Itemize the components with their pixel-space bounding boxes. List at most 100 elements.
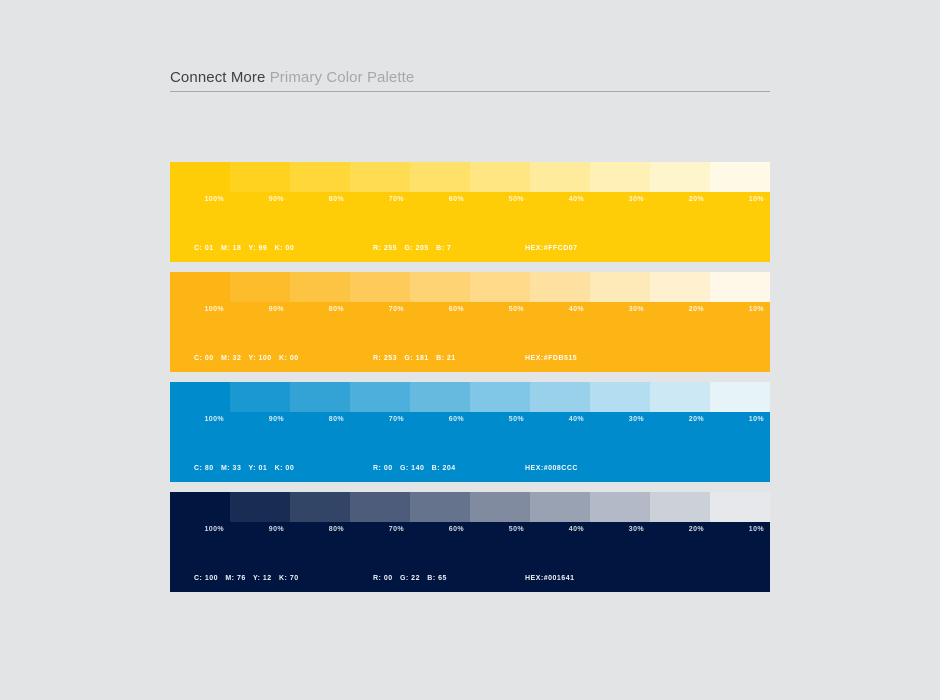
color-values: C: 100 M: 76 Y: 12 K: 70 R: 00 G: 22 B: …: [170, 575, 770, 585]
tint-percent-label: 60%: [448, 526, 464, 533]
tint-strip: [170, 382, 770, 412]
tint-percent-label: 30%: [628, 416, 644, 423]
tint-swatch: [530, 382, 590, 412]
tint-swatch: [230, 492, 290, 522]
tint-percent-label: 20%: [688, 416, 704, 423]
tint-percent-label: 10%: [748, 306, 764, 313]
hex-value: HEX:#FDB515: [525, 355, 578, 362]
tint-swatch: [710, 382, 770, 412]
tint-swatch: [170, 492, 230, 522]
color-values: C: 00 M: 32 Y: 100 K: 00 R: 253 G: 181 B…: [170, 355, 770, 365]
palette-row-navy: 100% 90% 80% 70% 60% 50% 40% 30% 20% 10% C: 100 M…: [170, 492, 770, 592]
tint-swatch: [590, 382, 650, 412]
brand-name: Connect More: [170, 69, 266, 86]
tint-percent-label: 30%: [628, 196, 644, 203]
tint-swatch: [410, 382, 470, 412]
tint-percent-label: 40%: [568, 196, 584, 203]
palette-row-blue: 100% 90% 80% 70% 60% 50% 40% 30% 20% 10% C: 80 M:…: [170, 382, 770, 482]
tint-percent-label: 50%: [508, 416, 524, 423]
tint-percent-row: 100% 90% 80% 70% 60% 50% 40% 30% 20% 10%: [170, 416, 770, 423]
tint-percent-label: 100%: [204, 526, 224, 533]
tint-percent-label: 100%: [204, 196, 224, 203]
tint-percent-label: 100%: [204, 416, 224, 423]
tint-swatch: [590, 492, 650, 522]
rgb-value: R: 253 G: 181 B: 21: [373, 355, 456, 362]
tint-swatch: [710, 272, 770, 302]
page-subtitle: Primary Color Palette: [269, 69, 415, 86]
tint-percent-label: 70%: [388, 416, 404, 423]
tint-percent-label: 80%: [328, 196, 344, 203]
tint-swatch: [530, 162, 590, 192]
tint-swatch: [290, 382, 350, 412]
rgb-value: R: 00 G: 22 B: 65: [373, 575, 447, 582]
tint-strip: [170, 492, 770, 522]
tint-swatch: [530, 272, 590, 302]
tint-swatch: [410, 162, 470, 192]
tint-strip: [170, 162, 770, 192]
tint-swatch: [290, 492, 350, 522]
tint-percent-label: 10%: [748, 196, 764, 203]
tint-percent-label: 50%: [508, 196, 524, 203]
tint-percent-label: 100%: [204, 306, 224, 313]
tint-swatch: [710, 162, 770, 192]
tint-percent-label: 20%: [688, 526, 704, 533]
cmyk-value: C: 80 M: 33 Y: 01 K: 00: [194, 465, 295, 472]
tint-percent-row: 100% 90% 80% 70% 60% 50% 40% 30% 20% 10%: [170, 526, 770, 533]
tint-swatch: [170, 162, 230, 192]
tint-swatch: [230, 162, 290, 192]
tint-percent-row: 100% 90% 80% 70% 60% 50% 40% 30% 20% 10%: [170, 196, 770, 203]
tint-percent-label: 80%: [328, 306, 344, 313]
hex-value: HEX:#008CCC: [525, 465, 578, 472]
tint-swatch: [590, 162, 650, 192]
tint-swatch: [650, 492, 710, 522]
tint-percent-label: 60%: [448, 306, 464, 313]
tint-swatch: [230, 382, 290, 412]
hex-value: HEX:#FFCD07: [525, 245, 578, 252]
tint-swatch: [470, 382, 530, 412]
tint-percent-label: 90%: [268, 526, 284, 533]
tint-swatch: [350, 272, 410, 302]
tint-swatch: [650, 382, 710, 412]
tint-swatch: [530, 492, 590, 522]
tint-percent-label: 40%: [568, 416, 584, 423]
page-title: Connect More Primary Color Palette: [170, 69, 770, 87]
tint-swatch: [230, 272, 290, 302]
color-bands: 100% 90% 80% 70% 60% 50% 40% 30% 20% 10% C: 01 M:…: [170, 162, 770, 602]
tint-swatch: [410, 272, 470, 302]
tint-swatch: [650, 272, 710, 302]
tint-percent-label: 30%: [628, 306, 644, 313]
tint-swatch: [710, 492, 770, 522]
tint-swatch: [350, 492, 410, 522]
rgb-value: R: 00 G: 140 B: 204: [373, 465, 456, 472]
rgb-value: R: 255 G: 205 B: 7: [373, 245, 452, 252]
tint-percent-label: 90%: [268, 196, 284, 203]
tint-swatch: [410, 492, 470, 522]
tint-swatch: [470, 272, 530, 302]
tint-percent-row: 100% 90% 80% 70% 60% 50% 40% 30% 20% 10%: [170, 306, 770, 313]
tint-percent-label: 30%: [628, 526, 644, 533]
color-values: C: 01 M: 18 Y: 99 K: 00 R: 255 G: 205 B:…: [170, 245, 770, 255]
tint-swatch: [170, 382, 230, 412]
tint-percent-label: 10%: [748, 526, 764, 533]
tint-percent-label: 90%: [268, 416, 284, 423]
tint-percent-label: 20%: [688, 306, 704, 313]
tint-percent-label: 70%: [388, 196, 404, 203]
tint-percent-label: 70%: [388, 526, 404, 533]
palette-row-yellow: 100% 90% 80% 70% 60% 50% 40% 30% 20% 10% C: 01 M:…: [170, 162, 770, 262]
tint-strip: [170, 272, 770, 302]
page-header: Connect More Primary Color Palette: [170, 69, 770, 92]
cmyk-value: C: 01 M: 18 Y: 99 K: 00: [194, 245, 295, 252]
tint-percent-label: 80%: [328, 526, 344, 533]
tint-percent-label: 20%: [688, 196, 704, 203]
cmyk-value: C: 00 M: 32 Y: 100 K: 00: [194, 355, 299, 362]
title-divider: [170, 91, 770, 92]
palette-row-orange: 100% 90% 80% 70% 60% 50% 40% 30% 20% 10% C: 00 M:…: [170, 272, 770, 372]
tint-percent-label: 60%: [448, 196, 464, 203]
tint-swatch: [470, 162, 530, 192]
hex-value: HEX:#001641: [525, 575, 575, 582]
color-values: C: 80 M: 33 Y: 01 K: 00 R: 00 G: 140 B: …: [170, 465, 770, 475]
tint-percent-label: 40%: [568, 306, 584, 313]
tint-percent-label: 70%: [388, 306, 404, 313]
cmyk-value: C: 100 M: 76 Y: 12 K: 70: [194, 575, 299, 582]
